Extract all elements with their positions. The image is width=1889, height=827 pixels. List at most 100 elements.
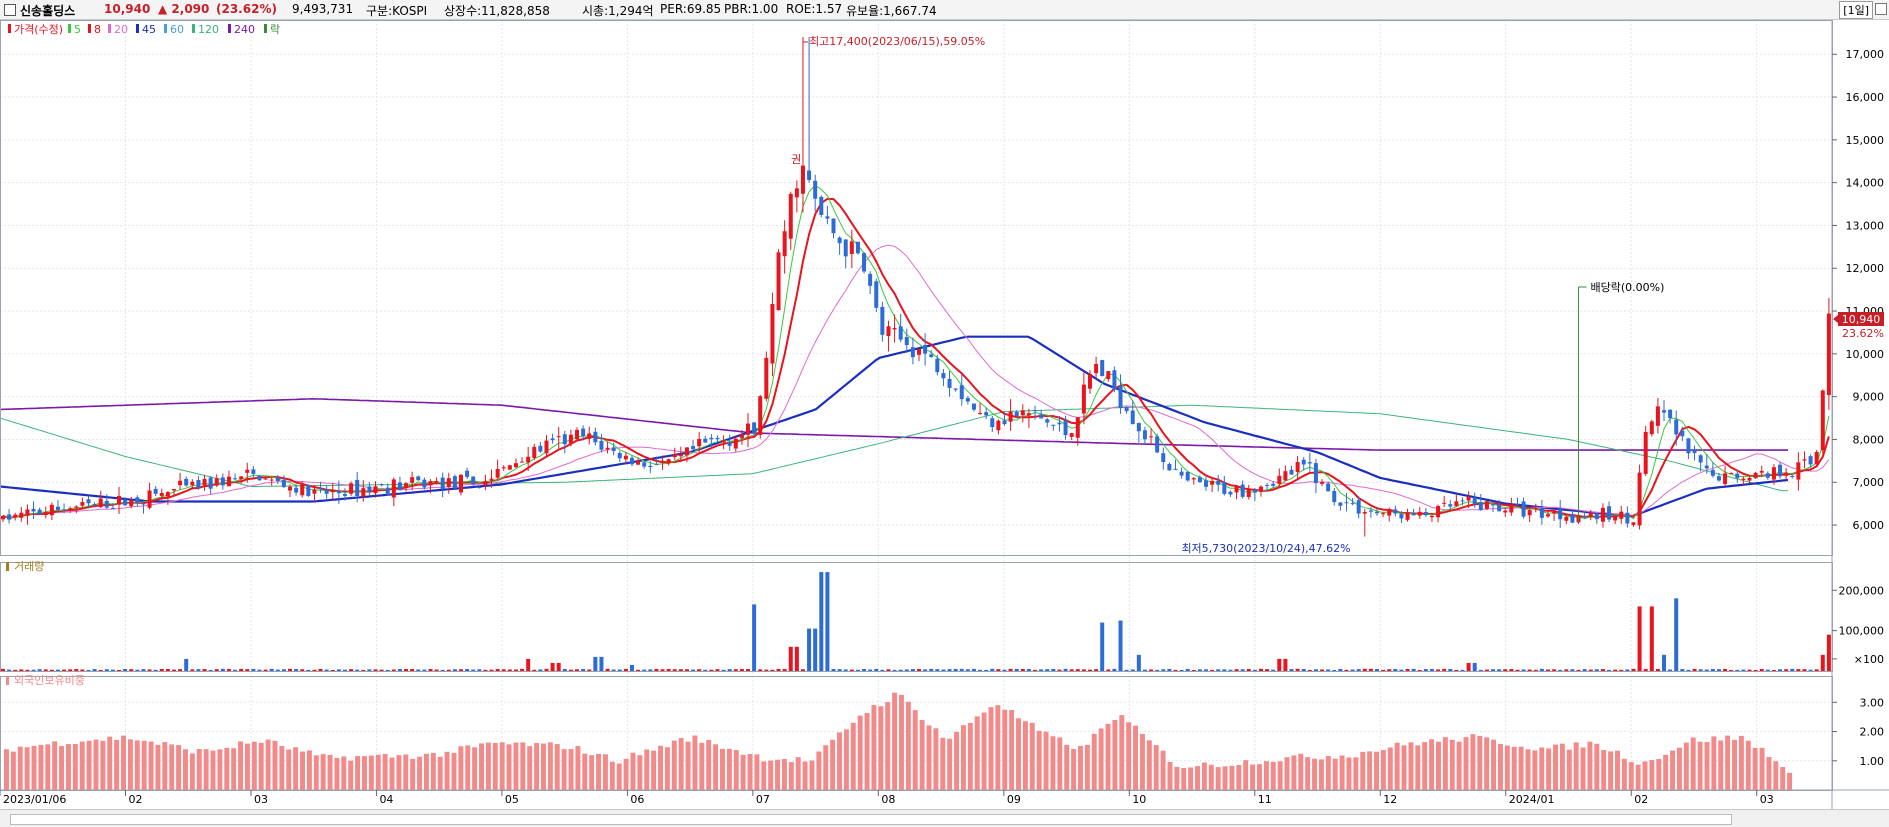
select-checkbox[interactable]: [4, 4, 16, 16]
volume-bar: [923, 669, 928, 671]
x-tick-label: 07: [756, 793, 770, 806]
candle-body: [1063, 420, 1068, 436]
scroll-thumb[interactable]: [10, 814, 1732, 825]
x-tick-label: 11: [1258, 793, 1272, 806]
volume-bar: [1179, 669, 1184, 671]
x-tick-label: 03: [1760, 793, 1774, 806]
candle-body: [1368, 510, 1373, 512]
foreign-bar: [1732, 739, 1737, 790]
period-selector[interactable]: [1일]: [1839, 1, 1873, 19]
candle-body: [917, 348, 921, 355]
foreign-bar: [1766, 757, 1772, 790]
candle-body: [1197, 477, 1202, 483]
candle-body: [520, 461, 525, 463]
volume-bar: [1796, 669, 1801, 671]
foreign-bar: [768, 760, 774, 790]
foreign-bar: [38, 744, 44, 790]
volume-bar: [1692, 668, 1697, 671]
volume-bar: [1436, 669, 1441, 671]
volume-bar: [373, 669, 378, 671]
candle-body: [935, 358, 940, 373]
volume-bar: [917, 669, 921, 671]
x-tick-label: 03: [254, 793, 268, 806]
volume-bar: [746, 669, 751, 671]
candle-body: [1533, 508, 1538, 510]
x-tick-label: 12: [1383, 793, 1397, 806]
volume-bar: [1307, 669, 1312, 671]
foreign-bar: [189, 753, 195, 790]
foreign-bar: [995, 705, 1001, 790]
foreign-bar: [1449, 739, 1455, 790]
volume-bar: [43, 669, 48, 671]
high-annotation: 최고17,400(2023/06/15),59.05%: [809, 35, 985, 48]
volume-bar: [587, 669, 592, 671]
candle-body: [355, 479, 360, 497]
volume-bar: [1106, 669, 1111, 671]
candle-body: [660, 460, 665, 462]
volume-bar: [410, 669, 415, 671]
volume-bar: [813, 628, 818, 671]
foreign-bar: [754, 754, 760, 790]
volume-bar: [1411, 668, 1416, 671]
candle-body: [550, 438, 555, 441]
foreign-bar: [1374, 751, 1379, 790]
volume-bar: [1387, 669, 1392, 671]
candle-body: [416, 476, 421, 481]
volume-bar: [1515, 669, 1520, 671]
volume-bar: [1655, 669, 1660, 671]
foreign-bar: [664, 747, 670, 790]
volume-bar: [1533, 669, 1538, 671]
legend-swatch: [136, 24, 139, 33]
foreign-bar: [86, 740, 92, 790]
candle-body: [715, 437, 720, 440]
foreign-bar: [602, 754, 608, 790]
volume-bar: [764, 669, 769, 671]
candle-body: [141, 503, 146, 505]
foreign-bar: [726, 748, 732, 790]
volume-bar: [62, 669, 67, 671]
foreign-bar: [1690, 737, 1696, 790]
volume-bar: [98, 669, 103, 671]
candle-body: [1613, 515, 1618, 521]
candle-body: [135, 497, 140, 504]
candle-body: [1497, 504, 1502, 512]
volume-bar: [1405, 669, 1410, 671]
candle-body: [1271, 483, 1276, 486]
rights-marker: 권: [791, 153, 801, 166]
foreign-bar: [1559, 743, 1565, 790]
volume-bar: [465, 669, 470, 671]
legend-swatch: [264, 24, 267, 33]
candle-body: [129, 500, 134, 507]
price-tick-label: 14,000: [1846, 177, 1885, 190]
foreign-bar: [905, 701, 911, 790]
candle-body: [1539, 508, 1544, 518]
volume-bar: [1320, 669, 1325, 671]
volume-bar: [269, 668, 274, 671]
foreign-bar: [1470, 734, 1476, 790]
candle-body: [31, 508, 36, 512]
foreign-bar: [258, 742, 264, 790]
foreign-bar: [423, 753, 429, 790]
window-restore-icon[interactable]: [1875, 3, 1887, 15]
candle-body: [1515, 503, 1520, 505]
foreign-bar: [1208, 764, 1214, 790]
foreign-bar: [857, 715, 863, 790]
volume-bar: [147, 669, 152, 671]
volume-bar: [739, 669, 744, 671]
bottom-scrollbar[interactable]: [0, 809, 1889, 827]
foreign-bar: [1676, 747, 1682, 790]
foreign-bar: [265, 739, 271, 790]
volume-bar: [672, 669, 677, 671]
candle-body: [1295, 462, 1300, 472]
candle-body: [782, 231, 787, 257]
foreign-bar: [362, 756, 367, 790]
candle-body: [849, 241, 854, 254]
candle-body: [788, 193, 793, 239]
foreign-bar: [541, 743, 546, 790]
candle-body: [336, 491, 341, 494]
foreign-bar: [1436, 741, 1441, 790]
volume-bar: [208, 669, 213, 671]
volume-bar: [1002, 669, 1007, 671]
candle-body: [1558, 509, 1563, 520]
volume-bar: [575, 669, 580, 671]
